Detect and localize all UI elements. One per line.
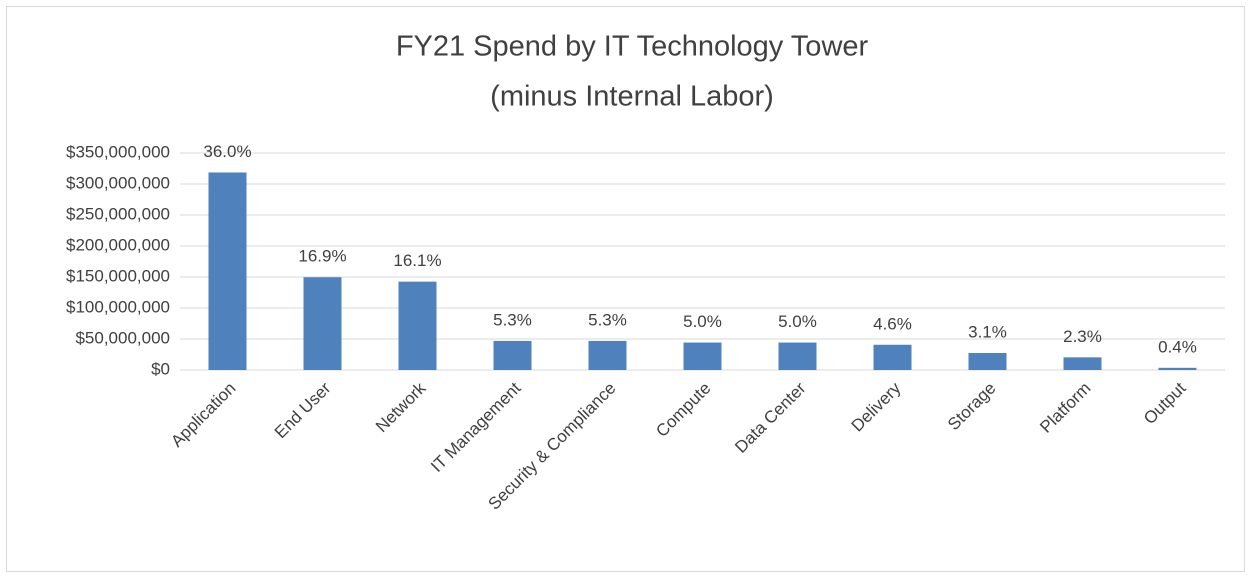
bar: [683, 342, 722, 370]
y-tick-label: $200,000,000: [66, 235, 170, 254]
bar: [588, 340, 627, 370]
y-tick-label: $150,000,000: [66, 266, 170, 285]
y-tick-label: $300,000,000: [66, 173, 170, 192]
chart-subtitle: (minus Internal Labor): [490, 81, 774, 113]
y-tick-label: $100,000,000: [66, 297, 170, 316]
y-tick-label: $50,000,000: [75, 328, 170, 347]
data-label: 5.0%: [778, 312, 817, 331]
bar: [208, 172, 247, 370]
data-label: 5.3%: [493, 310, 532, 329]
bar: [873, 344, 912, 370]
y-tick-label: $0: [151, 359, 170, 378]
bar: [398, 281, 437, 370]
bar: [303, 277, 342, 370]
data-label: 5.0%: [683, 312, 722, 331]
y-tick-label: $250,000,000: [66, 204, 170, 223]
bar: [968, 353, 1007, 370]
data-label: 0.4%: [1158, 337, 1197, 356]
bar: [778, 342, 817, 370]
bar: [1063, 357, 1102, 370]
data-label: 16.9%: [298, 247, 346, 266]
data-label: 3.1%: [968, 322, 1007, 341]
data-label: 5.3%: [588, 310, 627, 329]
data-label: 2.3%: [1063, 327, 1102, 346]
data-label: 4.6%: [873, 314, 912, 333]
chart-title: FY21 Spend by IT Technology Tower: [396, 31, 869, 63]
data-label: 36.0%: [203, 142, 251, 161]
data-label: 16.1%: [393, 251, 441, 270]
y-tick-label: $350,000,000: [66, 142, 170, 161]
bar: [1158, 367, 1197, 370]
bar: [493, 340, 532, 370]
